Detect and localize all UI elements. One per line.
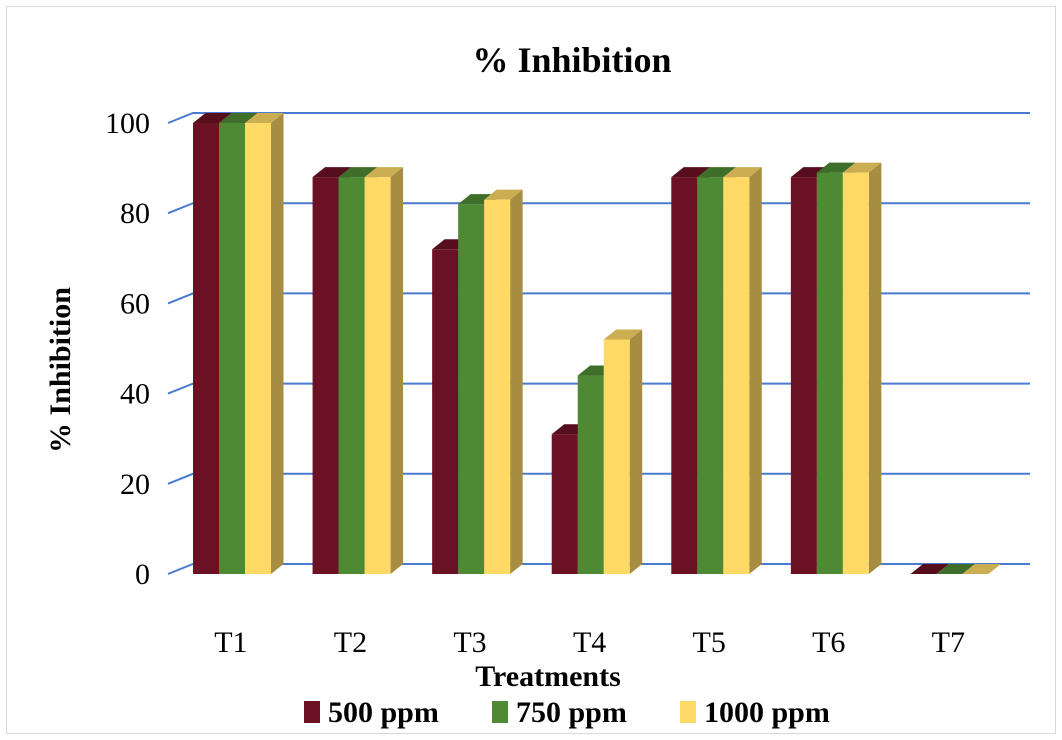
x-tick-label: T5: [693, 626, 726, 659]
bar: [603, 329, 643, 574]
legend-item: 500 ppm: [304, 696, 439, 729]
x-tick-label: T2: [334, 626, 367, 659]
legend: 500 ppm 750 ppm 1000 ppm: [304, 696, 830, 729]
bar-top: [245, 113, 284, 123]
x-tick-label: T1: [214, 626, 247, 659]
bar-top: [697, 167, 736, 178]
bar-front: [603, 339, 630, 574]
legend-item: 750 ppm: [492, 696, 627, 729]
y-tick-label: 20: [120, 468, 150, 501]
bar-front: [484, 199, 511, 575]
bar-front: [577, 375, 604, 574]
bar-front: [723, 177, 750, 574]
bar-front: [816, 172, 843, 575]
bar-side: [390, 167, 404, 574]
x-axis-label: Treatments: [475, 660, 621, 693]
bar-front: [193, 123, 219, 574]
bar: [723, 167, 762, 574]
bar: [364, 167, 404, 574]
bar-front: [458, 204, 485, 574]
bar: [245, 113, 284, 574]
bars: [193, 113, 1001, 575]
bar-side: [510, 189, 523, 575]
bar-top: [816, 162, 856, 173]
legend-swatch: [680, 701, 696, 723]
gridline: [167, 112, 1030, 124]
bar-front: [697, 177, 724, 574]
bar-top: [338, 167, 378, 178]
bar-side: [868, 162, 882, 575]
y-tick-label: 60: [120, 287, 150, 320]
bar: [484, 189, 523, 575]
x-tick-label: T3: [453, 626, 486, 659]
chart-title: % Inhibition: [472, 40, 671, 80]
bar-top: [842, 162, 882, 173]
bar-top: [671, 167, 710, 178]
legend-label: 500 ppm: [328, 696, 439, 729]
bar-front: [790, 177, 817, 574]
legend-swatch: [492, 701, 508, 723]
x-tick-label: T7: [932, 626, 965, 659]
bar-top: [312, 167, 352, 178]
bar-front: [364, 177, 391, 574]
x-tick-label: T4: [573, 626, 606, 659]
legend-label: 750 ppm: [516, 696, 627, 729]
bar-front: [671, 177, 698, 574]
bar-front: [551, 434, 578, 574]
bar-top: [962, 564, 1001, 574]
legend-label: 1000 ppm: [704, 696, 830, 729]
bar-front: [842, 172, 869, 575]
y-tick-label: 40: [120, 378, 150, 411]
bar-top: [219, 113, 258, 123]
bar-top: [193, 113, 232, 123]
y-tick-label: 100: [105, 107, 150, 140]
bar-front: [312, 177, 339, 574]
gridline: [167, 202, 1030, 215]
bar-top: [936, 564, 975, 574]
y-tick-label: 80: [120, 197, 150, 230]
bar-top: [603, 329, 643, 340]
x-tick-label: T6: [812, 626, 845, 659]
bar-side: [749, 167, 762, 574]
legend-item: 1000 ppm: [680, 696, 830, 729]
y-axis-label: % Inhibition: [44, 287, 77, 453]
bar-side: [629, 329, 643, 574]
x-tick-labels: T1 T2 T3 T4 T5 T6 T7: [214, 626, 965, 659]
bar-front: [432, 249, 459, 574]
bar: [910, 564, 949, 574]
bar-top: [364, 167, 404, 178]
bar-front: [338, 177, 365, 574]
bar-front: [219, 123, 245, 574]
bar: [936, 564, 975, 574]
legend-swatch: [304, 701, 320, 723]
bar: [962, 564, 1001, 574]
bar-top: [910, 564, 949, 574]
bar-front: [245, 123, 271, 574]
bar-top: [484, 189, 523, 200]
bar-top: [723, 167, 762, 178]
y-tick-labels: 0 20 40 60 80 100: [105, 107, 150, 591]
gridline: [167, 292, 1030, 305]
bar-side: [271, 113, 284, 574]
bar: [842, 162, 882, 575]
y-tick-label: 0: [135, 558, 150, 591]
